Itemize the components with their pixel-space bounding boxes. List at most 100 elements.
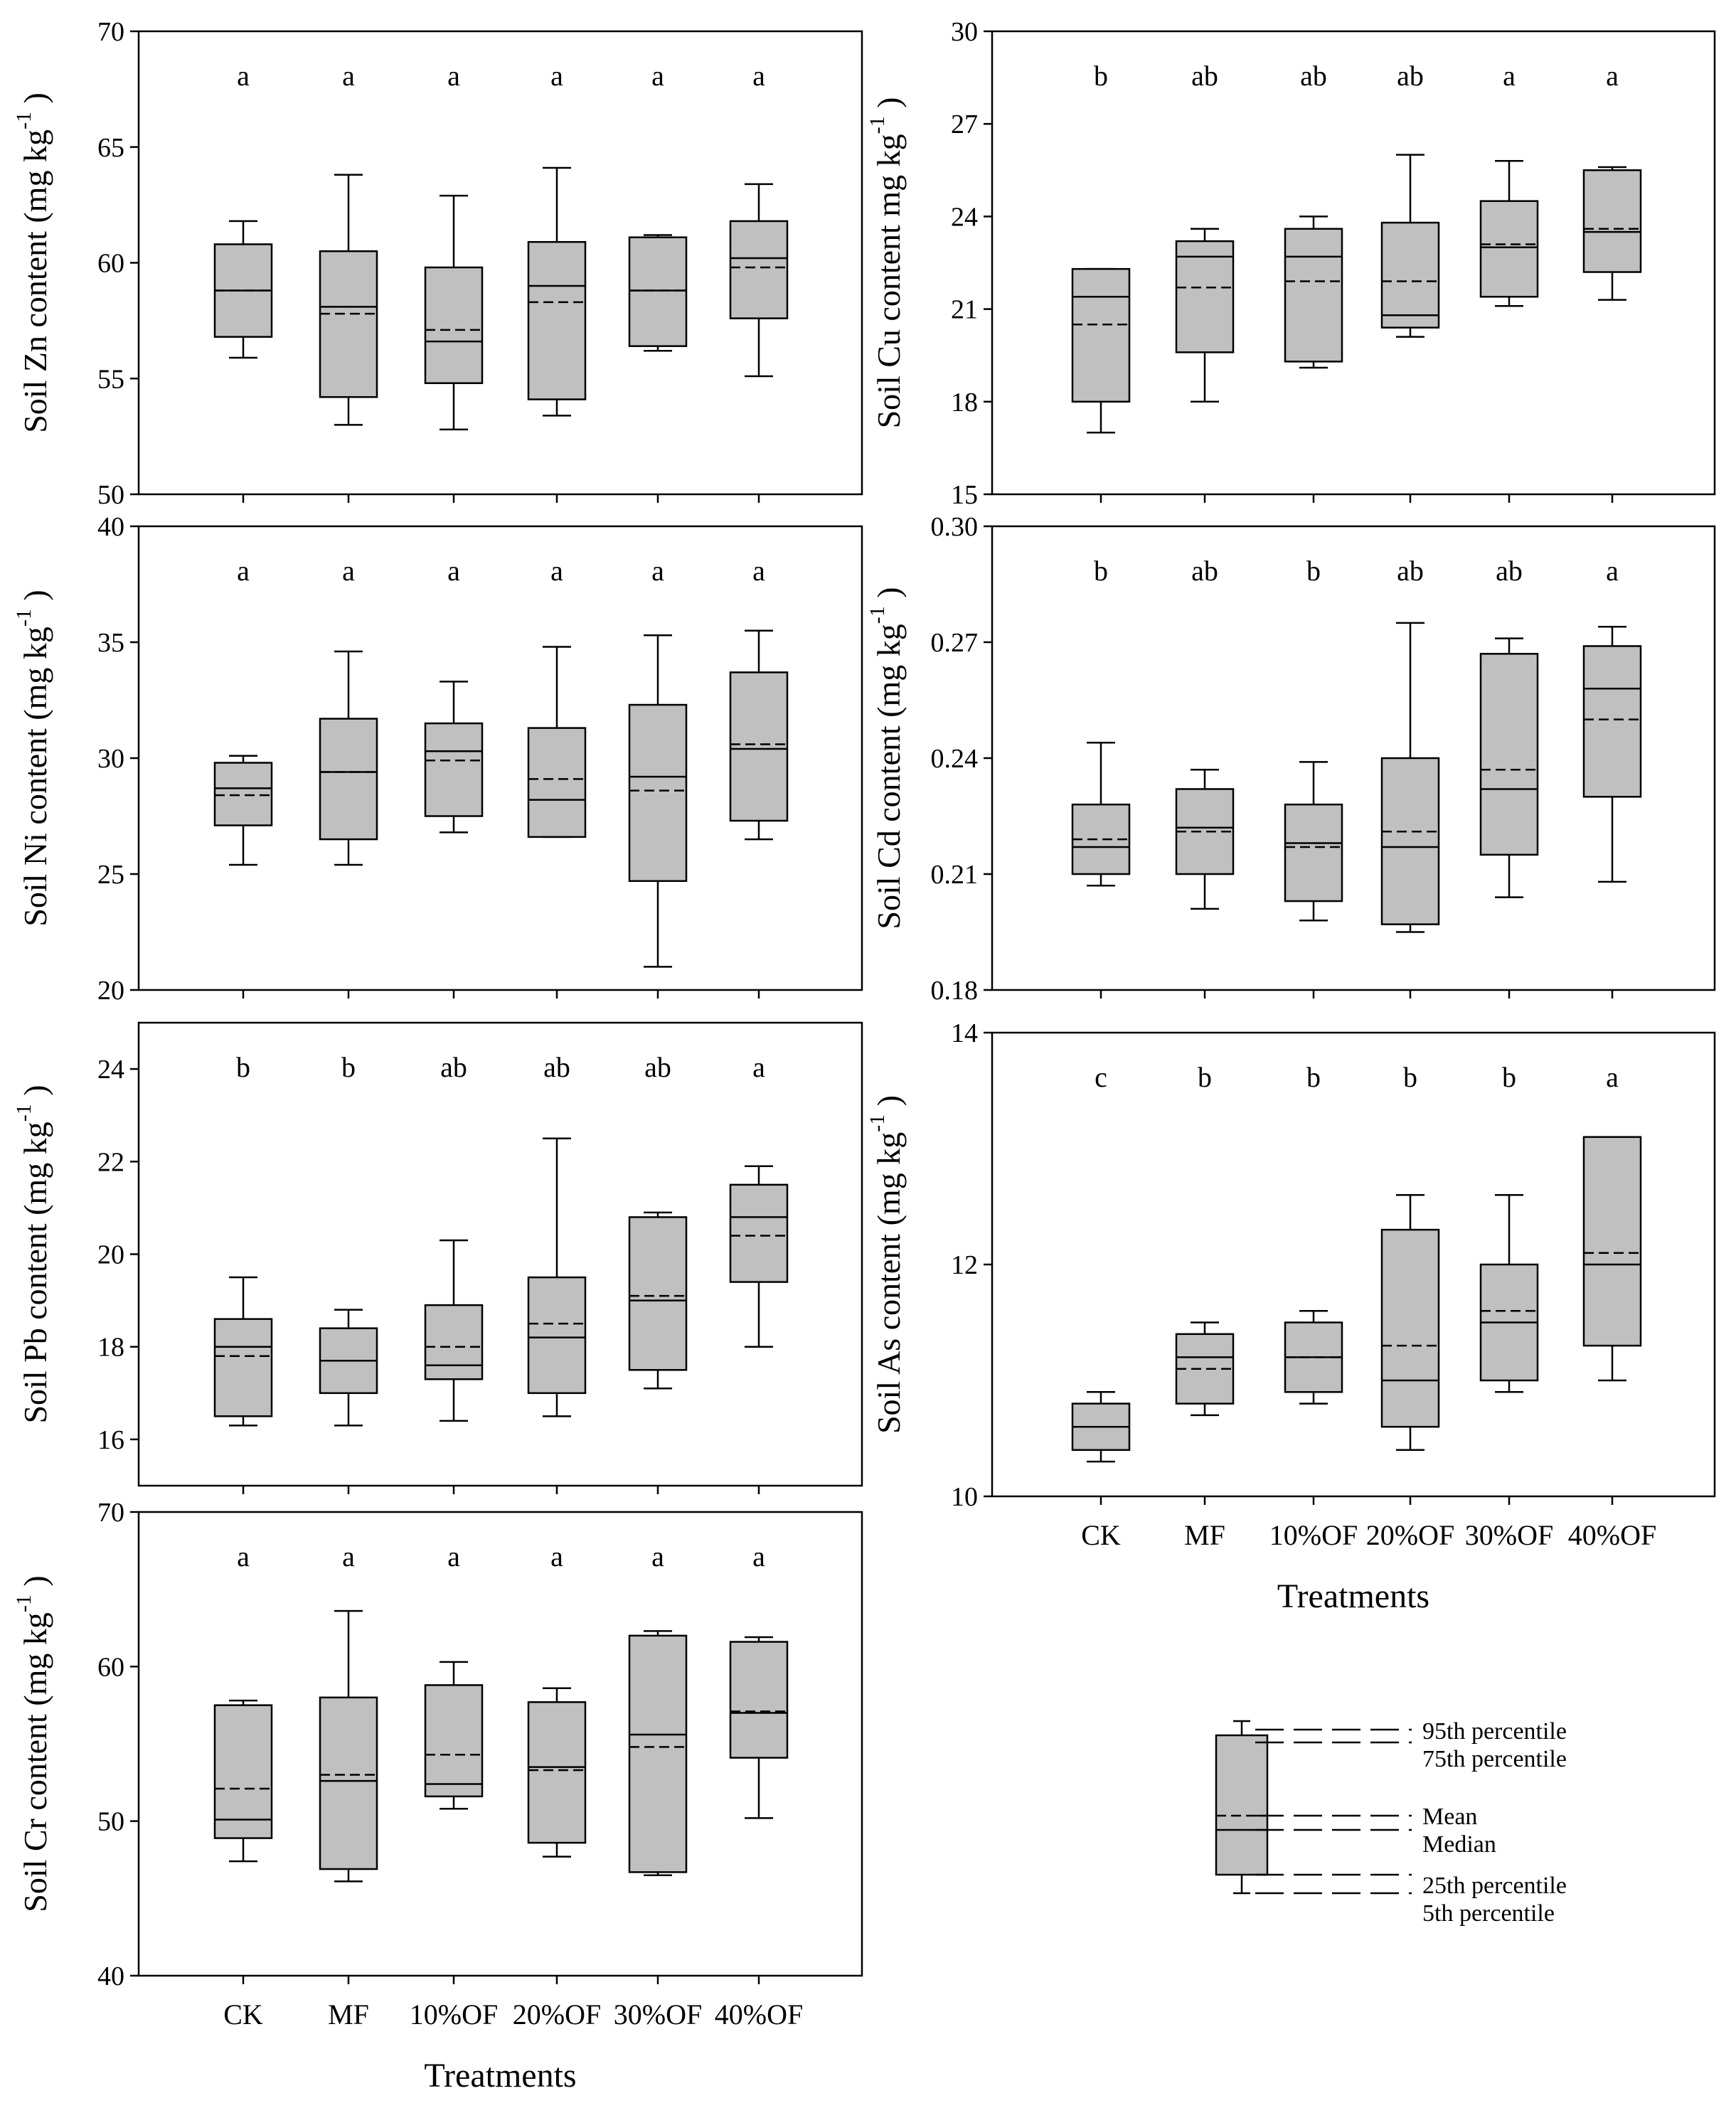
box-MF (319, 650, 378, 866)
box-40%OF (1582, 1136, 1642, 1382)
y-tick-label: 25 (97, 860, 124, 890)
box-10%OF (424, 1239, 484, 1422)
plot-frame (137, 1511, 863, 1977)
y-axis-label-superscript: -1 (866, 1114, 889, 1132)
significance-letter: ab (644, 1051, 671, 1083)
significance-letter: a (342, 1540, 355, 1572)
iqr-box (1479, 200, 1539, 298)
y-axis-label-close: ) (870, 1095, 907, 1114)
significance-letter: a (1606, 60, 1619, 92)
x-category-label: 30%OF (614, 1998, 702, 2030)
box-20%OF (527, 166, 587, 417)
box-40%OF (1582, 626, 1642, 883)
iqr-box (1380, 221, 1440, 329)
iqr-box (213, 1704, 273, 1839)
y-tick-label: 0.27 (931, 628, 979, 658)
significance-letter: a (550, 555, 563, 587)
y-axis-label-text: Soil Cr content (mg kg (17, 1612, 53, 1912)
y-tick-label: 21 (951, 295, 978, 325)
y-tick-label: 65 (97, 133, 124, 163)
significance-letter: b (1502, 1061, 1516, 1093)
box-MF (1175, 228, 1235, 403)
y-axis-label-close: ) (870, 587, 907, 606)
iqr-box (1582, 169, 1642, 273)
box-10%OF (424, 194, 484, 431)
y-tick-label: 30 (951, 17, 978, 47)
significance-letter: a (550, 60, 563, 92)
box-10%OF (1284, 215, 1343, 369)
y-axis-label-text: Soil As content (mg kg (870, 1132, 907, 1434)
box-40%OF (729, 1636, 789, 1819)
panel-cd: 0.18 0.21 0.24 0.27 0.30 Soil Cd content (mg … (866, 512, 1716, 1006)
significance-letter: a (752, 1540, 765, 1572)
significance-letter: c (1095, 1061, 1107, 1093)
significance-letter: a (237, 555, 250, 587)
significance-letter: a (237, 60, 250, 92)
iqr-box (527, 1701, 587, 1844)
x-category-label: CK (223, 1998, 263, 2030)
y-tick-label: 60 (97, 249, 124, 279)
iqr-box (319, 1696, 378, 1870)
box-MF (319, 174, 378, 426)
iqr-box (1582, 1136, 1642, 1347)
x-axis-title: Treatments (1277, 1577, 1429, 1615)
y-axis-label: Soil As content (mg kg-1 ) (866, 1095, 907, 1434)
x-category-label: 40%OF (1568, 1519, 1656, 1551)
iqr-box (729, 671, 789, 822)
y-axis-label-superscript: -1 (12, 1594, 36, 1612)
y-axis-label-text: Soil Ni content (mg kg (17, 627, 53, 927)
y-axis-label-text: Soil Cd content (mg kg (870, 624, 907, 929)
iqr-box (1284, 228, 1343, 363)
box-MF (1175, 1321, 1235, 1417)
significance-letter: a (752, 1051, 765, 1083)
significance-letter: b (1306, 1061, 1321, 1093)
significance-letter: a (447, 60, 460, 92)
y-tick-label: 16 (97, 1425, 124, 1455)
iqr-box (527, 727, 587, 838)
panel-cu: 15 18 21 24 27 30 Soil Cu content mg kg-1 ) b ab… (866, 17, 1716, 510)
iqr-box (628, 236, 688, 347)
box-10%OF (424, 681, 484, 834)
y-tick-label: 14 (951, 1018, 978, 1048)
y-axis-label: Soil Cd content (mg kg-1 ) (866, 587, 907, 929)
y-axis-label: Soil Cu content mg kg-1 ) (866, 97, 907, 429)
significance-letter: b (1306, 555, 1321, 587)
y-tick-label: 40 (97, 512, 124, 542)
x-category-label: 20%OF (513, 1998, 601, 2030)
significance-letter: ab (543, 1051, 570, 1083)
box-20%OF (527, 1137, 587, 1417)
box-30%OF (628, 1630, 688, 1876)
iqr-box (628, 703, 688, 883)
iqr-box (424, 1684, 484, 1798)
box-10%OF (424, 1661, 484, 1810)
x-category-label: 30%OF (1465, 1519, 1553, 1551)
iqr-box (1479, 653, 1539, 856)
significance-letter: b (1403, 1061, 1417, 1093)
significance-letter: a (752, 60, 765, 92)
box-20%OF (527, 646, 587, 838)
x-axis-title: Treatments (424, 2057, 576, 2094)
iqr-box (424, 266, 484, 385)
y-tick-label: 0.30 (931, 512, 979, 542)
y-axis-label-close: ) (17, 1085, 53, 1104)
significance-letter: ab (1496, 555, 1523, 587)
significance-letter: a (447, 555, 460, 587)
y-tick-label: 27 (951, 110, 978, 139)
box-40%OF (729, 629, 789, 841)
box-40%OF (729, 1165, 789, 1348)
box-MF (319, 1609, 378, 1883)
y-tick-label: 20 (97, 976, 124, 1006)
legend-label-p95: 95th percentile (1422, 1718, 1567, 1745)
significance-letter: a (447, 1540, 460, 1572)
legend-label-p75: 75th percentile (1422, 1746, 1567, 1772)
significance-letter: ab (1397, 60, 1424, 92)
legend-label-mean: Mean (1422, 1804, 1477, 1830)
y-axis-label-superscript: -1 (12, 112, 36, 129)
box-40%OF (729, 183, 789, 378)
y-axis-label: Soil Zn content (mg kg-1 ) (12, 92, 53, 433)
y-axis-label-close: ) (17, 92, 53, 112)
box-20%OF (527, 1687, 587, 1858)
box-CK (213, 755, 273, 866)
